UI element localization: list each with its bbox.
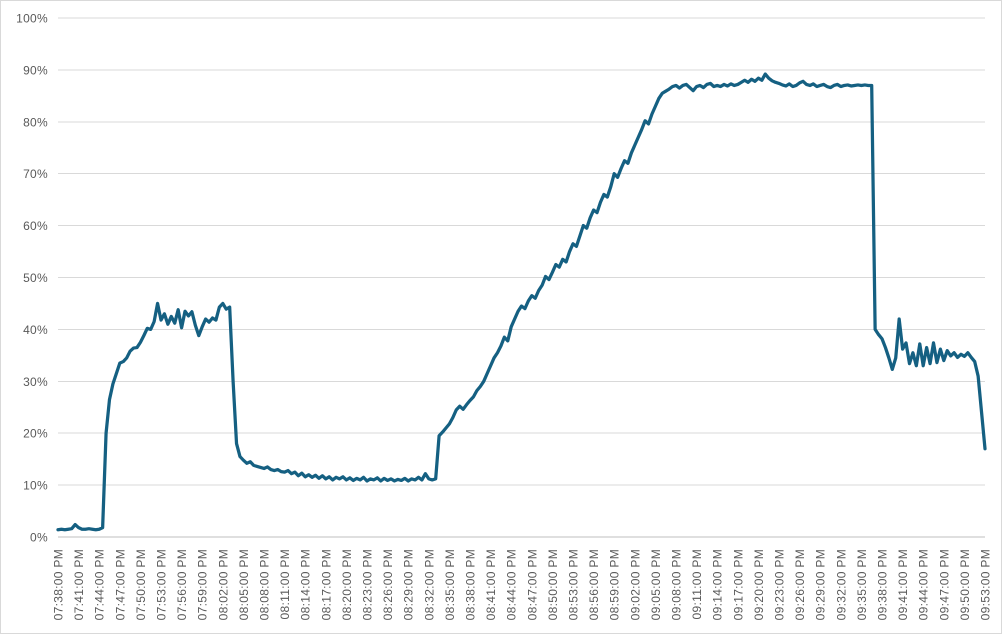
x-axis-tick-label: 08:38:00 PM xyxy=(464,549,478,620)
x-axis-tick-label: 07:44:00 PM xyxy=(93,549,107,620)
x-axis-tick-label: 09:29:00 PM xyxy=(814,549,828,620)
x-axis-tick-label: 09:02:00 PM xyxy=(628,549,642,620)
x-axis-tick-label: 08:23:00 PM xyxy=(361,549,375,620)
x-axis-tick-label: 07:53:00 PM xyxy=(155,549,169,620)
y-axis-tick-label: 30% xyxy=(23,375,48,389)
y-axis-tick-label: 60% xyxy=(23,219,48,233)
x-axis-tick-label: 09:44:00 PM xyxy=(917,549,931,620)
x-axis-tick-label: 07:50:00 PM xyxy=(134,549,148,620)
x-axis-tick-label: 08:17:00 PM xyxy=(319,549,333,620)
x-axis-tick-label: 07:56:00 PM xyxy=(175,549,189,620)
y-axis-tick-label: 50% xyxy=(23,271,48,285)
x-axis-tick-label: 08:26:00 PM xyxy=(381,549,395,620)
y-axis-tick-label: 70% xyxy=(23,167,48,181)
x-axis-tick-label: 09:26:00 PM xyxy=(793,549,807,620)
x-axis-tick-label: 08:44:00 PM xyxy=(505,549,519,620)
x-axis-tick-label: 07:41:00 PM xyxy=(72,549,86,620)
y-axis-tick-label: 10% xyxy=(23,479,48,493)
y-axis-tick-label: 90% xyxy=(23,63,48,77)
x-axis-tick-label: 08:29:00 PM xyxy=(402,549,416,620)
x-axis-tick-label: 08:50:00 PM xyxy=(546,549,560,620)
x-axis-tick-label: 09:53:00 PM xyxy=(979,549,993,620)
x-axis-tick-label: 07:38:00 PM xyxy=(52,549,66,620)
x-axis-tick-label: 08:02:00 PM xyxy=(216,549,230,620)
x-axis-tick-label: 08:20:00 PM xyxy=(340,549,354,620)
x-axis-tick-label: 09:50:00 PM xyxy=(958,549,972,620)
x-axis-tick-label: 09:17:00 PM xyxy=(731,549,745,620)
x-axis-tick-label: 09:32:00 PM xyxy=(834,549,848,620)
x-axis-tick-label: 09:08:00 PM xyxy=(670,549,684,620)
x-axis-tick-label: 09:35:00 PM xyxy=(855,549,869,620)
x-axis-tick-label: 08:56:00 PM xyxy=(587,549,601,620)
x-axis-tick-label: 08:41:00 PM xyxy=(484,549,498,620)
x-axis-tick-label: 09:11:00 PM xyxy=(690,549,704,619)
y-axis-tick-label: 100% xyxy=(16,12,48,26)
x-axis-tick-label: 08:53:00 PM xyxy=(567,549,581,620)
y-axis-tick-label: 40% xyxy=(23,323,48,337)
x-axis-tick-label: 09:20:00 PM xyxy=(752,549,766,620)
x-axis-tick-label: 09:41:00 PM xyxy=(896,549,910,620)
x-axis-tick-label: 08:08:00 PM xyxy=(258,549,272,620)
x-axis-tick-label: 08:32:00 PM xyxy=(422,549,436,620)
x-axis-tick-label: 09:14:00 PM xyxy=(711,549,725,620)
x-axis-tick-label: 08:59:00 PM xyxy=(608,549,622,620)
x-axis-tick-label: 07:59:00 PM xyxy=(196,549,210,620)
x-axis-tick-label: 09:05:00 PM xyxy=(649,549,663,620)
x-axis-tick-label: 08:11:00 PM xyxy=(278,549,292,619)
x-axis-tick-label: 09:47:00 PM xyxy=(937,549,951,620)
x-axis-tick-label: 08:14:00 PM xyxy=(299,549,313,620)
y-axis-tick-label: 0% xyxy=(30,531,48,545)
y-axis-tick-label: 20% xyxy=(23,427,48,441)
y-axis-tick-label: 80% xyxy=(23,115,48,129)
x-axis-tick-label: 08:05:00 PM xyxy=(237,549,251,620)
x-axis-tick-label: 09:38:00 PM xyxy=(876,549,890,620)
x-axis-tick-label: 07:47:00 PM xyxy=(113,549,127,620)
x-axis-tick-label: 08:35:00 PM xyxy=(443,549,457,620)
x-axis-tick-label: 08:47:00 PM xyxy=(525,549,539,620)
x-axis-tick-label: 09:23:00 PM xyxy=(773,549,787,620)
series-line xyxy=(56,72,987,532)
